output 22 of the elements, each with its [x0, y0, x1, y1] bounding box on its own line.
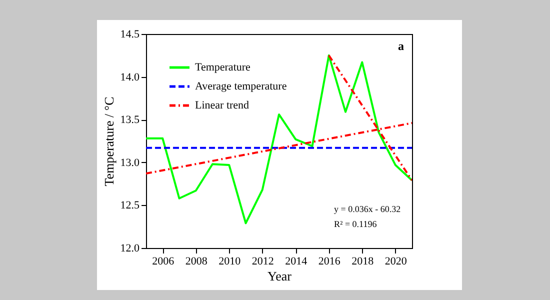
annotation: R² = 0.1196 — [334, 219, 378, 229]
x-tick-label: 2014 — [285, 256, 308, 268]
legend-label: Average temperature — [195, 80, 287, 92]
x-tick-label: 2012 — [252, 256, 274, 268]
x-tick-label: 2018 — [352, 256, 374, 268]
x-tick-label: 2016 — [318, 256, 341, 268]
y-tick-label: 12.0 — [120, 242, 140, 254]
y-tick-label: 13.5 — [120, 114, 140, 126]
x-tick-label: 2020 — [384, 256, 408, 268]
y-tick-label: 14.5 — [120, 28, 140, 40]
y-tick-label: 14.0 — [120, 71, 140, 84]
y-tick-label: 13.0 — [120, 156, 140, 169]
annotation: a — [398, 39, 404, 53]
x-tick-label: 2008 — [185, 256, 208, 268]
x-axis-title: Year — [268, 268, 292, 284]
y-axis-title: Temperature / °C — [101, 96, 116, 186]
y-tick-label: 12.5 — [120, 200, 140, 212]
x-tick-label: 2010 — [218, 256, 242, 268]
legend-label: Temperature — [195, 62, 251, 74]
x-tick-label: 2006 — [152, 256, 175, 268]
legend-label: Linear trend — [195, 100, 250, 112]
annotation: y = 0.036x - 60.32 — [334, 204, 401, 214]
